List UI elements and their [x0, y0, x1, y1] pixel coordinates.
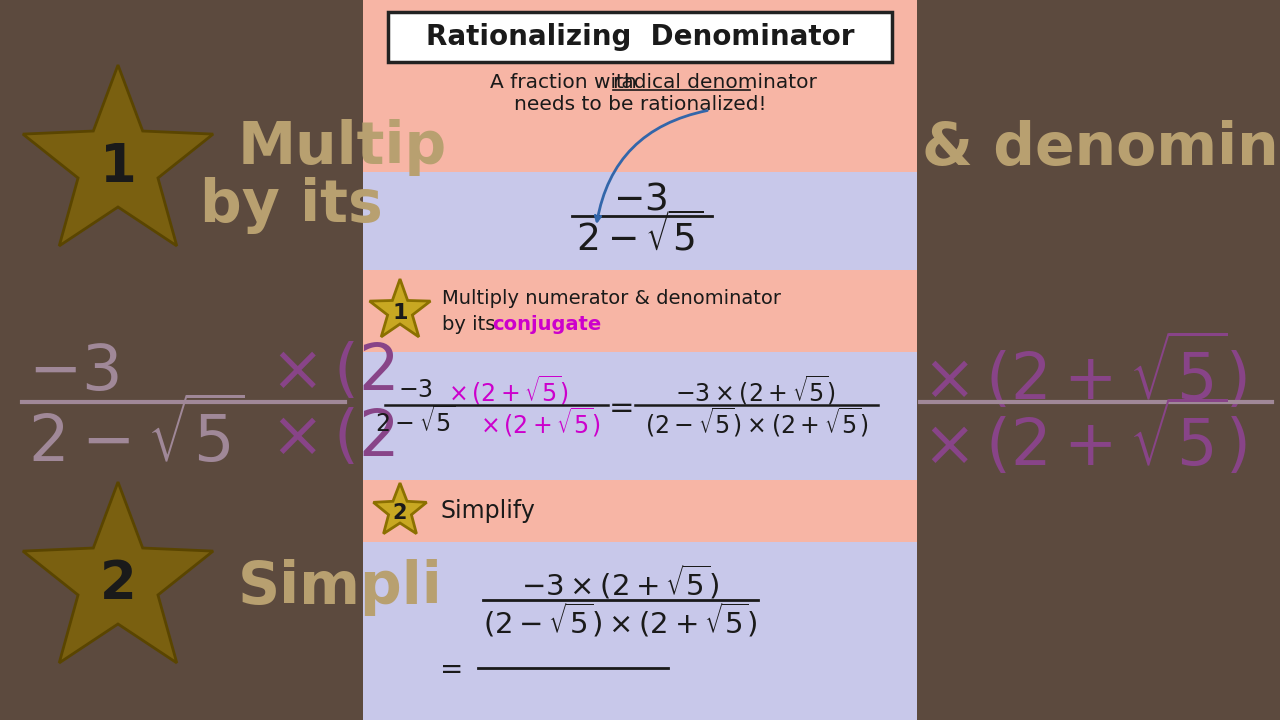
Text: conjugate: conjugate	[492, 315, 602, 333]
Text: $-3$: $-3$	[28, 341, 119, 403]
Bar	[0, 0, 364, 720]
Text: Multip: Multip	[238, 120, 447, 176]
Text: $\times\,(2$: $\times\,(2$	[270, 407, 396, 469]
Polygon shape	[23, 65, 212, 246]
Text: Multiply numerator & denominator: Multiply numerator & denominator	[442, 289, 781, 307]
Text: $(2-\sqrt{5})\times(2+\sqrt{5})$: $(2-\sqrt{5})\times(2+\sqrt{5})$	[645, 405, 869, 438]
Text: $\times\,(2$: $\times\,(2$	[270, 341, 396, 403]
Polygon shape	[370, 279, 430, 337]
Text: Simpli: Simpli	[238, 559, 443, 616]
Bar	[364, 270, 916, 352]
Text: by its: by its	[442, 315, 502, 333]
Text: Simplify: Simplify	[440, 499, 535, 523]
Text: $-3\times(2+\sqrt{5})$: $-3\times(2+\sqrt{5})$	[521, 562, 719, 601]
Text: & denominator: & denominator	[922, 120, 1280, 176]
Text: $\times\,(2+\sqrt{5})$: $\times\,(2+\sqrt{5})$	[448, 373, 568, 407]
Text: 1: 1	[100, 141, 137, 193]
Text: A fraction with: A fraction with	[490, 73, 643, 92]
Text: $\times\,(2+\sqrt{5})$: $\times\,(2+\sqrt{5})$	[480, 405, 600, 438]
Text: $-3$: $-3$	[398, 378, 433, 402]
Text: $(2-\sqrt{5})\times(2+\sqrt{5})$: $(2-\sqrt{5})\times(2+\sqrt{5})$	[483, 600, 758, 639]
Bar	[364, 172, 916, 270]
Text: 2: 2	[100, 558, 137, 610]
Bar	[364, 542, 916, 720]
Bar	[364, 0, 916, 172]
Text: $-3\times(2+\sqrt{5})$: $-3\times(2+\sqrt{5})$	[675, 373, 836, 407]
Text: $-3$: $-3$	[613, 182, 667, 218]
Text: 1: 1	[392, 303, 408, 323]
Text: $\times\,(2+\sqrt{5})$: $\times\,(2+\sqrt{5})$	[922, 331, 1247, 413]
Text: $2 - \sqrt{5}$: $2 - \sqrt{5}$	[576, 213, 704, 258]
FancyBboxPatch shape	[388, 12, 892, 62]
Text: $=$: $=$	[434, 654, 462, 682]
Text: 2: 2	[393, 503, 407, 523]
Text: $2-\sqrt{5}$: $2-\sqrt{5}$	[375, 407, 456, 437]
Polygon shape	[374, 483, 426, 534]
Text: $\times\,(2+\sqrt{5})$: $\times\,(2+\sqrt{5})$	[922, 397, 1247, 479]
Polygon shape	[23, 482, 212, 663]
Text: by its: by its	[200, 176, 383, 233]
Bar	[364, 352, 916, 480]
Bar	[916, 0, 1280, 720]
Text: $=$: $=$	[603, 392, 634, 420]
Text: radical denominator: radical denominator	[613, 73, 817, 92]
Text: $2-\sqrt{5}$: $2-\sqrt{5}$	[28, 400, 244, 476]
Text: needs to be rationalized!: needs to be rationalized!	[513, 96, 767, 114]
Bar	[364, 480, 916, 542]
Text: Rationalizing  Denominator: Rationalizing Denominator	[426, 23, 854, 51]
